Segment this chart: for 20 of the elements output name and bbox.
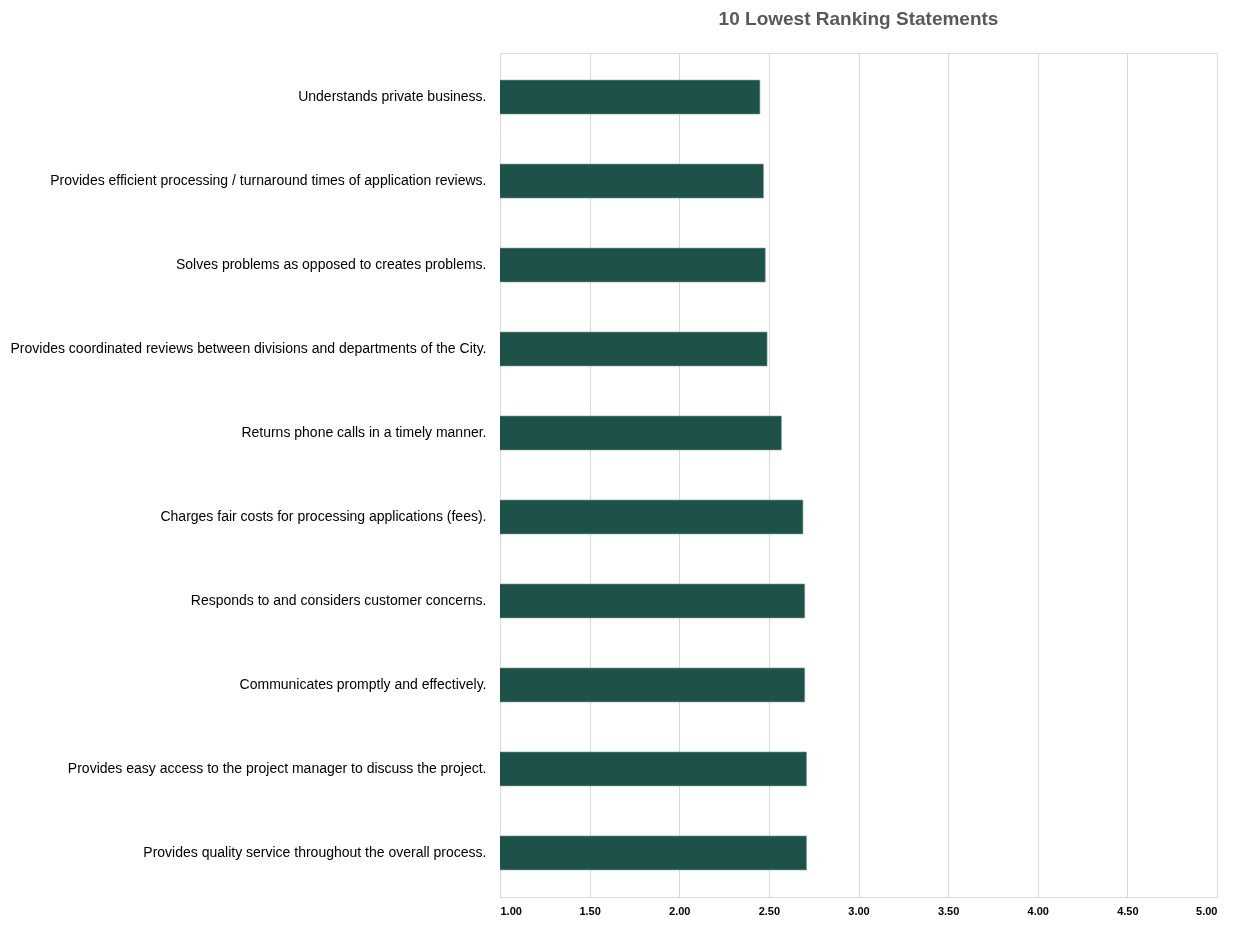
y-tick-label: Solves problems as opposed to creates problems. [176, 256, 487, 273]
y-tick-label: Understands private business. [298, 88, 487, 105]
x-tick-label: 4.00 [1027, 904, 1049, 917]
y-tick-label: Returns phone calls in a timely manner. [241, 424, 487, 441]
y-tick-label: Charges fair costs for processing applications (fees). [160, 507, 487, 524]
chart-title: 10 Lowest Ranking Statements [718, 8, 999, 29]
x-tick-label: 2.50 [758, 904, 781, 917]
y-tick-label: Provides quality service throughout the overall process. [143, 843, 487, 860]
y-tick-label: Provides efficient processing / turnaround times of application reviews. [50, 172, 487, 189]
x-tick-label: 3.00 [848, 904, 870, 917]
x-tick-label: 1.50 [579, 904, 601, 917]
y-tick-label: Responds to and considers customer concerns. [190, 591, 487, 608]
x-tick-label: 3.50 [937, 904, 960, 917]
y-tick-label: Communicates promptly and effectively. [239, 675, 487, 692]
y-tick-label: Provides easy access to the project manager to discuss the project. [67, 759, 487, 776]
x-tick-label: 2.00 [669, 904, 691, 917]
x-tick-label: 1.00 [500, 904, 522, 917]
x-tick-label: 4.50 [1117, 904, 1139, 917]
y-tick-label: Provides coordinated reviews between divisions and departments of the City. [10, 340, 487, 357]
x-tick-label: 5.00 [1196, 904, 1218, 917]
